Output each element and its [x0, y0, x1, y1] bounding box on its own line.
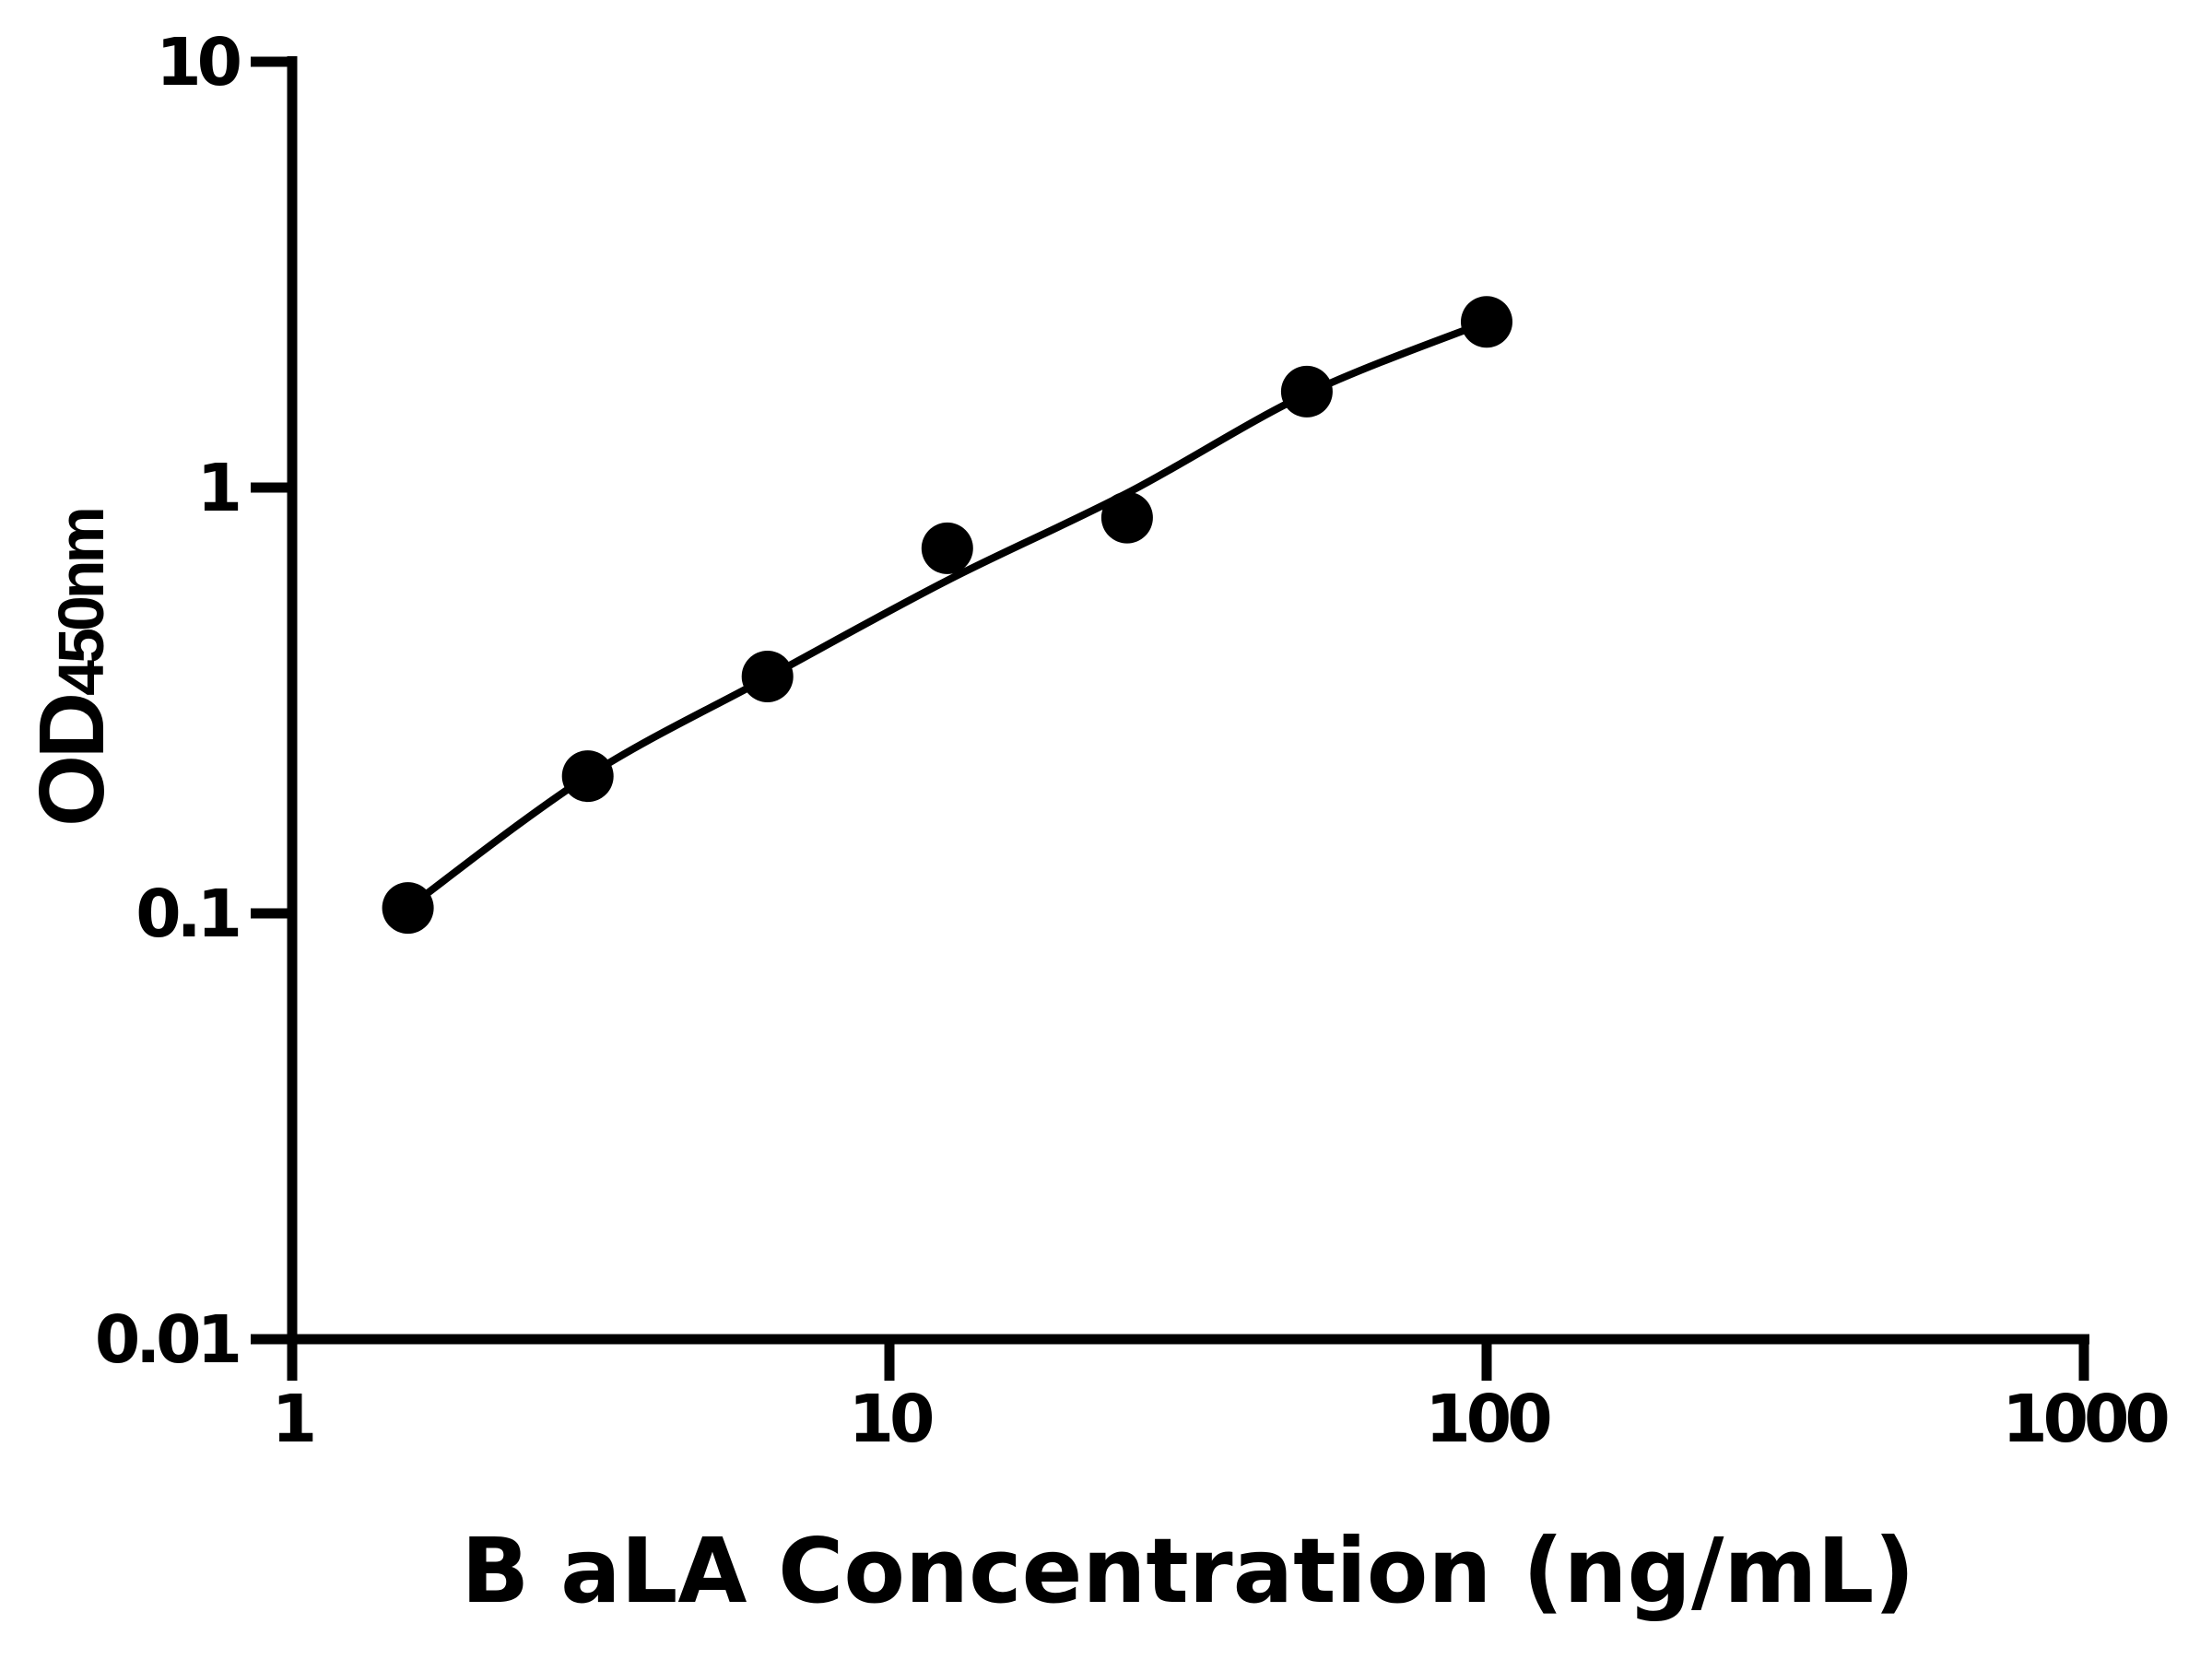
y-axis-title-main: OD [20, 695, 124, 827]
data-point-marker [382, 882, 434, 935]
x-tick-label: 10 [849, 1381, 932, 1457]
data-point-marker [741, 651, 794, 702]
data-point-marker [1461, 296, 1512, 348]
y-tick-label: 10 [156, 24, 239, 100]
data-point-marker [921, 522, 973, 574]
y-tick-label: 1 [197, 450, 239, 526]
data-point-marker [1100, 491, 1153, 544]
y-tick-label: 0.1 [135, 876, 238, 952]
x-tick-label: 1000 [2002, 1381, 2167, 1457]
y-axis-title: OD450nm [20, 510, 124, 827]
x-tick-label: 1 [272, 1381, 313, 1457]
x-axis-title: B aLA Concentration (ng/mL) [461, 1519, 1914, 1623]
data-point-marker [561, 750, 614, 803]
x-tick-label: 100 [1425, 1381, 1549, 1457]
y-axis-title-subscript: 450nm [45, 510, 117, 696]
y-tick-label: 0.01 [95, 1301, 239, 1378]
data-point-marker [1280, 365, 1333, 418]
